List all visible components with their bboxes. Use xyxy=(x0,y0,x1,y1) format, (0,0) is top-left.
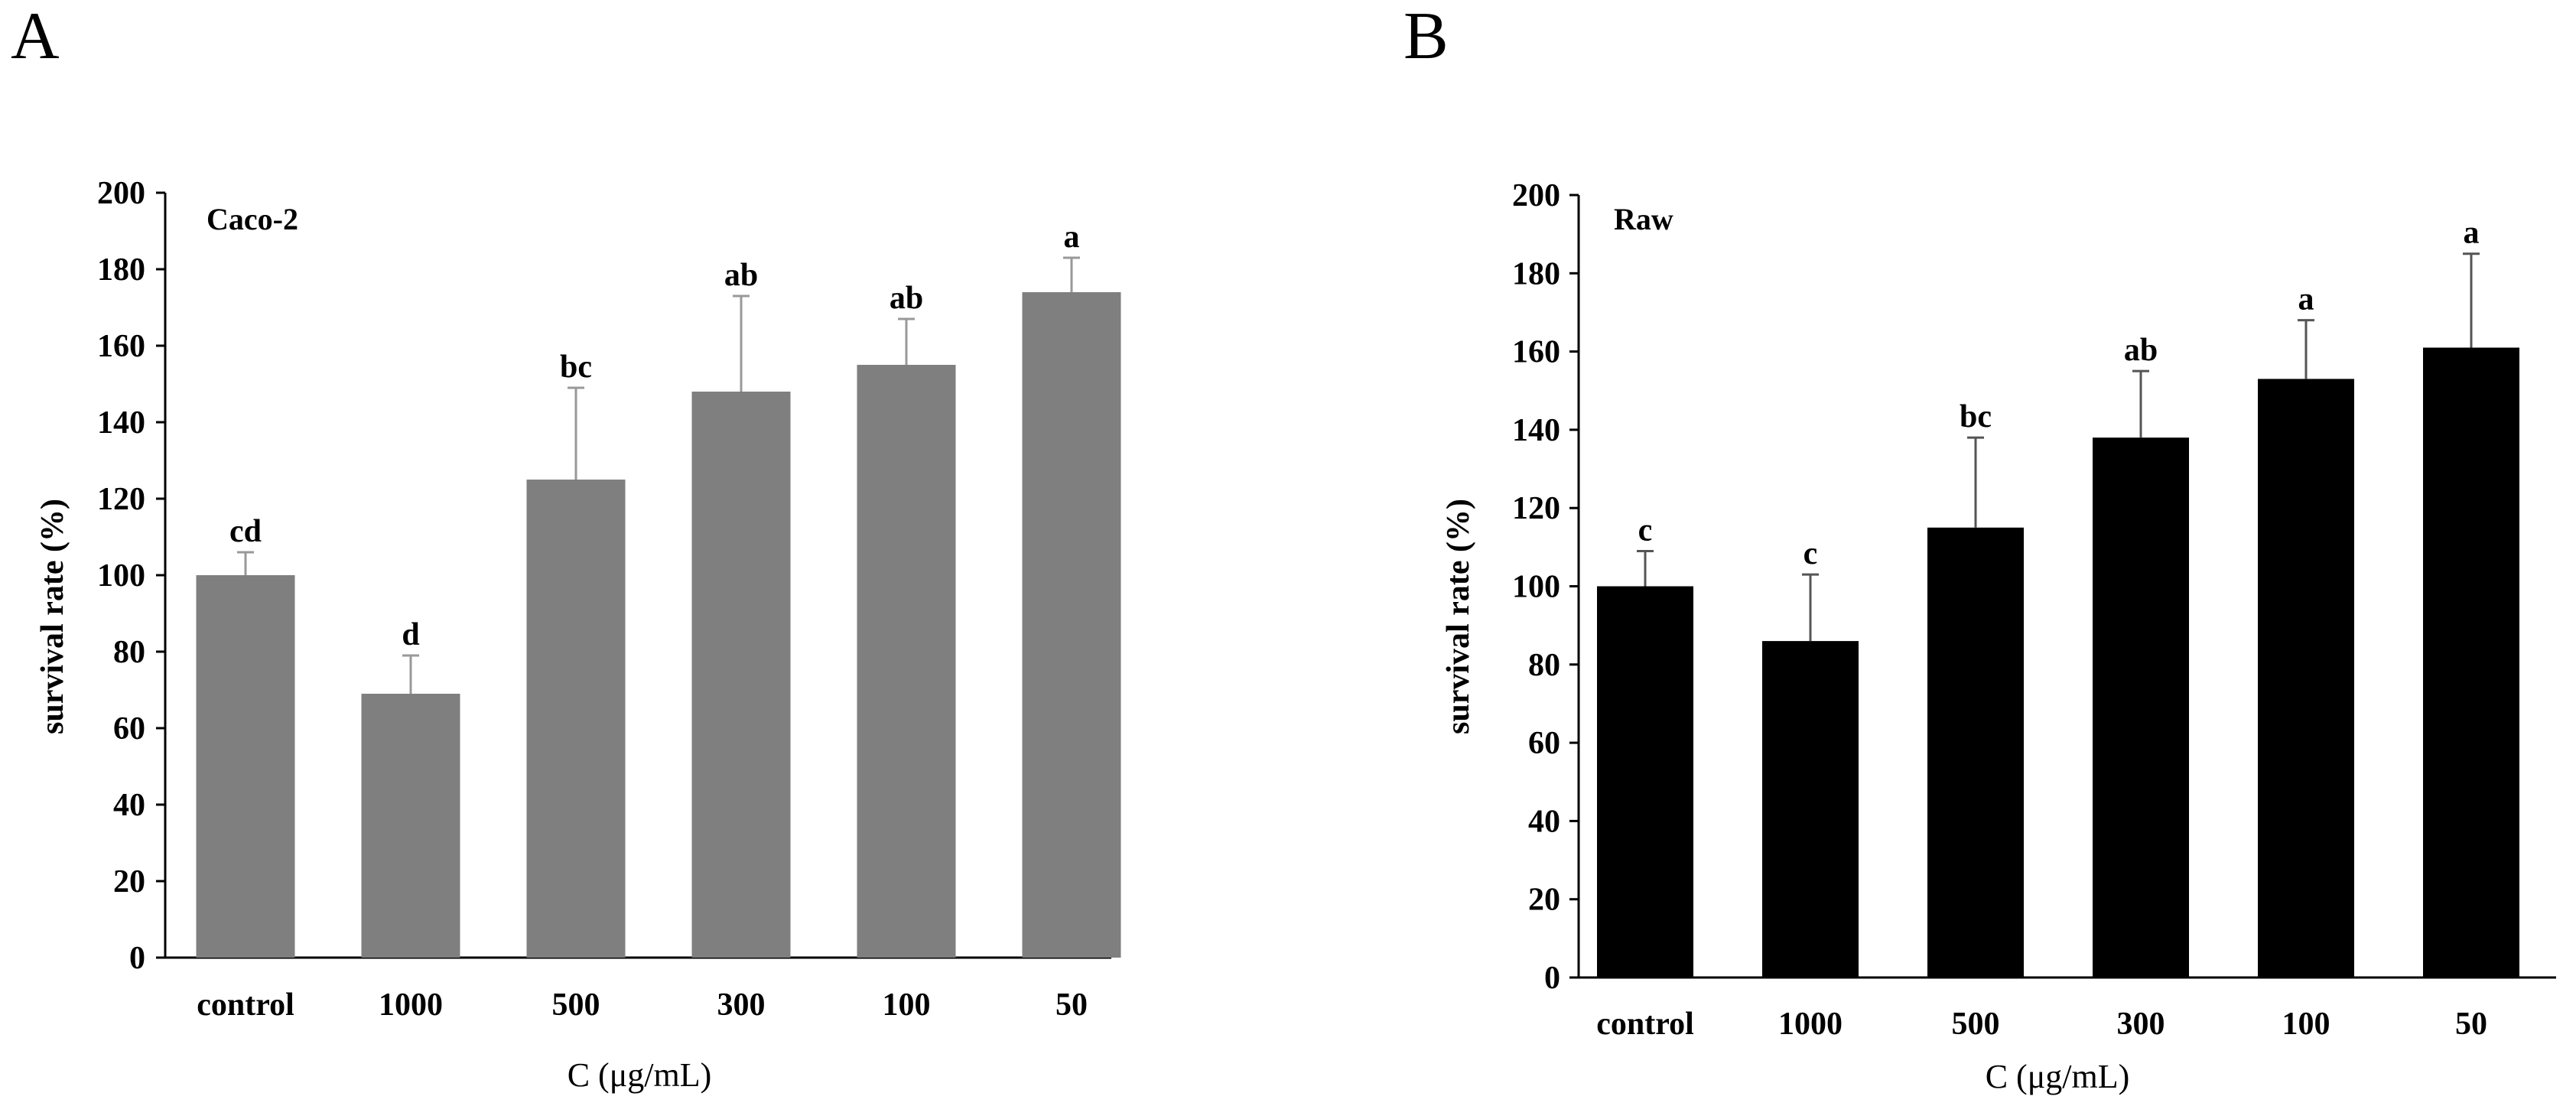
y-tick-label: 200 xyxy=(1512,178,1560,213)
x-category-label: 500 xyxy=(1952,1007,2000,1042)
panel-letter-a: A xyxy=(11,0,60,73)
y-tick-label: 0 xyxy=(1544,961,1560,996)
bar-50 xyxy=(2423,347,2519,978)
x-category-label: 100 xyxy=(2282,1007,2330,1042)
y-tick-label: 140 xyxy=(1512,413,1560,448)
bar-1000 xyxy=(361,694,460,958)
bar-1000 xyxy=(1762,641,1859,978)
bar-control xyxy=(1597,586,1693,978)
y-tick-label: 180 xyxy=(1512,256,1560,291)
x-axis-title-a: C (μg/mL) xyxy=(568,1056,712,1094)
y-tick-label: 100 xyxy=(97,558,145,594)
y-tick-label: 120 xyxy=(97,482,145,517)
significance-label: a xyxy=(1064,220,1080,255)
y-tick-label: 60 xyxy=(113,711,145,747)
y-tick-label: 0 xyxy=(129,941,145,976)
y-tick-label: 80 xyxy=(1528,648,1560,683)
y-tick-label: 140 xyxy=(97,405,145,441)
significance-label: c xyxy=(1638,512,1653,548)
y-tick-label: 80 xyxy=(113,635,145,670)
x-category-label: 100 xyxy=(883,987,931,1023)
significance-label: a xyxy=(2464,216,2480,251)
significance-label: c xyxy=(1804,536,1818,571)
y-axis-title-a: survival rate (%) xyxy=(35,499,70,734)
panel-b: B Raw C (μg/mL) survival rate (%) 0 20 40 6… xyxy=(1403,0,2556,1095)
x-category-label: control xyxy=(197,987,294,1023)
y-tick-label: 20 xyxy=(1528,883,1560,918)
x-category-label: 1000 xyxy=(379,987,443,1023)
x-category-label: control xyxy=(1596,1007,1694,1042)
x-category-label: 50 xyxy=(2455,1007,2487,1042)
x-category-label: 1000 xyxy=(1778,1007,1843,1042)
y-tick-label: 100 xyxy=(1512,570,1560,605)
x-category-label: 500 xyxy=(552,987,600,1023)
chart-title-caco2: Caco-2 xyxy=(207,202,298,236)
y-tick-label: 160 xyxy=(1512,335,1560,370)
y-tick-label: 40 xyxy=(1528,804,1560,839)
bar-control xyxy=(196,575,295,958)
significance-label: cd xyxy=(229,514,262,549)
significance-label: ab xyxy=(2124,333,2158,368)
bar-500 xyxy=(1927,527,2024,978)
bar-300 xyxy=(2093,438,2189,978)
panel-a: A Caco-2 C (μg/mL) survival rate (%) 0 20… xyxy=(11,0,1121,1094)
y-tick-label: 60 xyxy=(1528,726,1560,761)
x-axis-title-b: C (μg/mL) xyxy=(1986,1058,2130,1095)
y-tick-label: 200 xyxy=(97,176,145,211)
significance-label: ab xyxy=(724,258,758,293)
significance-label: a xyxy=(2298,282,2314,317)
significance-label: bc xyxy=(560,350,592,385)
y-axis-title-b: survival rate (%) xyxy=(1441,499,1476,734)
panel-letter-b: B xyxy=(1403,0,1449,73)
bar-100 xyxy=(2258,379,2354,978)
x-category-label: 300 xyxy=(2117,1007,2165,1042)
y-tick-label: 20 xyxy=(113,864,145,899)
y-tick-label: 180 xyxy=(97,252,145,288)
y-tick-label: 120 xyxy=(1512,491,1560,526)
significance-label: ab xyxy=(890,281,923,316)
significance-label: d xyxy=(402,617,419,652)
x-category-label: 50 xyxy=(1055,987,1088,1023)
bar-500 xyxy=(526,480,626,958)
x-category-label: 300 xyxy=(717,987,766,1023)
y-tick-label: 160 xyxy=(97,329,145,364)
bar-50 xyxy=(1022,292,1121,958)
significance-label: bc xyxy=(1960,399,1992,434)
bar-100 xyxy=(857,365,956,958)
chart-title-raw: Raw xyxy=(1614,202,1673,236)
y-tick-label: 40 xyxy=(113,788,145,823)
bar-300 xyxy=(691,392,791,958)
